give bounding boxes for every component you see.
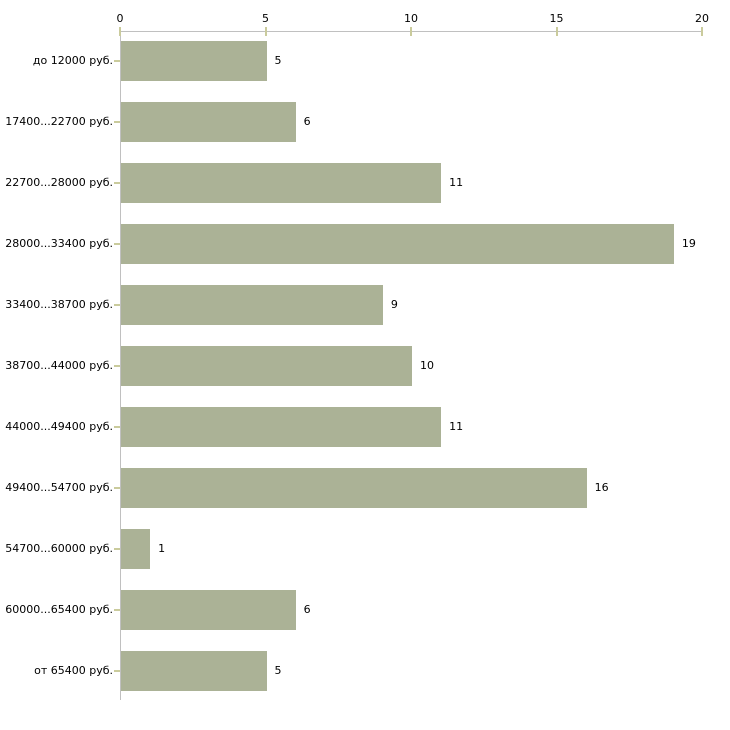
bar	[121, 467, 587, 508]
category-tick	[114, 547, 120, 550]
value-label: 16	[594, 480, 609, 494]
bar	[121, 589, 296, 630]
category-tick	[114, 364, 120, 367]
bar	[121, 40, 267, 81]
category-label: 33400...38700 руб.	[5, 297, 113, 311]
bar	[121, 162, 442, 203]
x-axis-tick	[410, 27, 412, 36]
category-label: 54700...60000 руб.	[5, 541, 113, 555]
x-axis-tick	[555, 27, 558, 36]
bar	[121, 345, 412, 386]
x-axis-tick-label: 15	[549, 12, 564, 25]
category-label: 22700...28000 руб.	[5, 175, 113, 189]
value-label: 11	[449, 175, 464, 189]
x-axis-tick	[119, 27, 121, 36]
x-axis-tick-label: 0	[116, 12, 124, 25]
bar	[121, 406, 442, 447]
category-label: 28000...33400 руб.	[5, 236, 113, 250]
category-tick	[114, 59, 120, 62]
x-axis-tick	[701, 27, 703, 36]
category-label: от 65400 руб.	[34, 663, 113, 677]
category-tick	[114, 425, 120, 428]
category-tick	[114, 120, 120, 123]
value-label: 9	[390, 297, 398, 311]
value-label: 19	[681, 236, 696, 250]
category-label: 38700...44000 руб.	[5, 358, 113, 372]
value-label: 5	[274, 53, 282, 67]
category-tick	[114, 181, 120, 184]
category-label: 44000...49400 руб.	[5, 419, 113, 433]
value-label: 6	[303, 114, 311, 128]
bar	[121, 284, 383, 325]
bar	[121, 650, 267, 691]
x-axis-tick-label: 10	[404, 12, 418, 25]
value-label: 5	[274, 663, 282, 677]
category-tick	[114, 608, 120, 611]
category-tick	[114, 486, 120, 489]
value-label: 10	[420, 358, 434, 372]
category-tick	[114, 303, 120, 306]
category-label: до 12000 руб.	[32, 53, 113, 67]
x-axis-tick-label: 20	[695, 12, 709, 25]
y-axis-line	[120, 31, 121, 700]
value-label: 6	[303, 602, 311, 616]
value-label: 11	[449, 419, 464, 433]
x-axis-tick-label: 5	[262, 12, 269, 25]
category-tick	[114, 242, 120, 245]
value-label: 1	[158, 541, 166, 555]
bar	[121, 223, 674, 264]
category-label: 17400...22700 руб.	[5, 114, 113, 128]
bar	[121, 101, 296, 142]
x-axis-tick	[264, 27, 267, 36]
category-label: 60000...65400 руб.	[5, 602, 113, 616]
bar	[121, 528, 151, 569]
category-label: 49400...54700 руб.	[5, 480, 113, 494]
category-tick	[114, 669, 120, 672]
